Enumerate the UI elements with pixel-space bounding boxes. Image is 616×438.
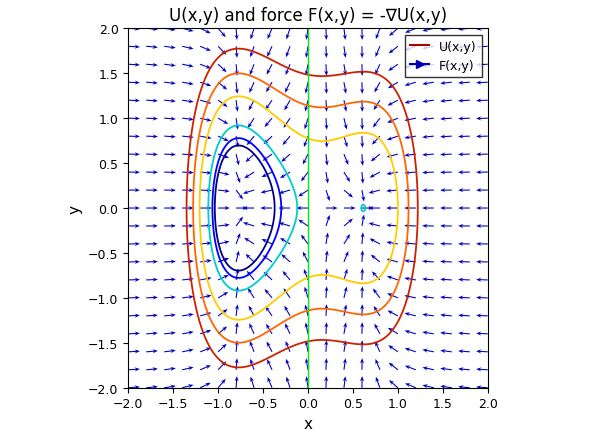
Legend: U(x,y), F(x,y): U(x,y), F(x,y) — [405, 35, 482, 78]
Y-axis label: y: y — [68, 204, 83, 213]
Title: U(x,y) and force F(x,y) = -∇U(x,y): U(x,y) and force F(x,y) = -∇U(x,y) — [169, 7, 447, 25]
X-axis label: x: x — [304, 416, 312, 431]
